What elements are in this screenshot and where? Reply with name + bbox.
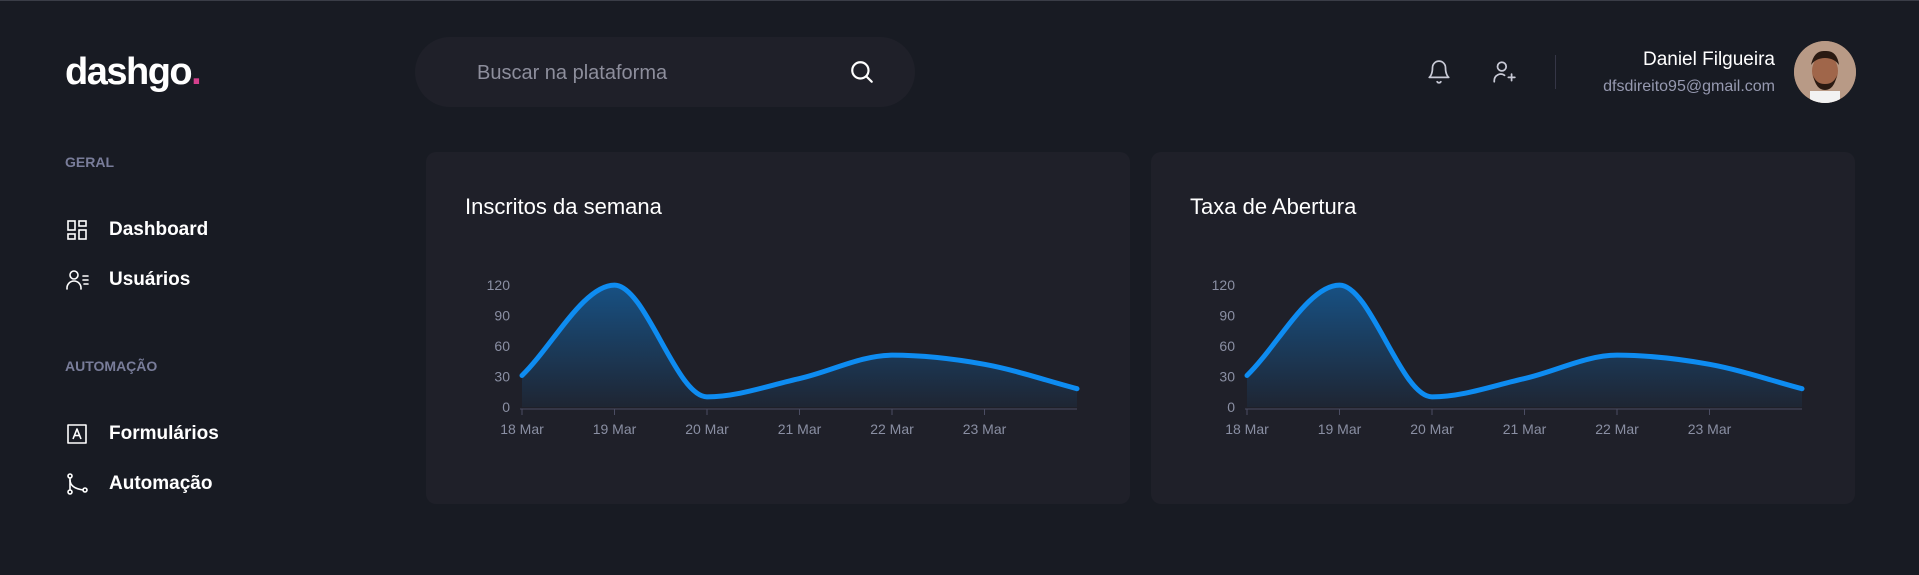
x-tick-label: 23 Mar [963, 421, 1007, 437]
search-icon[interactable] [849, 59, 875, 85]
area-fill [1247, 285, 1802, 407]
git-merge-icon [67, 473, 88, 495]
sidebar-item-automacao[interactable]: Automação [65, 469, 212, 499]
bell-icon[interactable] [1426, 59, 1452, 85]
area-chart: 0 30 60 90 120 18 Mar 19 Mar 20 Mar 21 Mar 22 Mar… [487, 277, 1080, 437]
sidebar-item-label: Formulários [109, 423, 219, 444]
sidebar-item-label: Dashboard [109, 219, 209, 240]
sidebar-item-usuarios[interactable]: Usuários [65, 265, 190, 295]
users-icon [66, 270, 89, 290]
sidebar-item-label: Usuários [109, 269, 191, 290]
x-tick-label: 22 Mar [870, 421, 914, 437]
y-tick-label: 120 [1212, 277, 1236, 293]
series-line [1244, 282, 1805, 400]
x-tick-label: 19 Mar [1318, 421, 1362, 437]
chart-card-taxa-abertura: Taxa de Abertura 0 30 60 90 120 18 Mar 19 Mar 2… [1151, 152, 1855, 504]
sidebar-item-formularios[interactable]: Formulários [65, 419, 219, 449]
avatar[interactable] [1794, 41, 1856, 103]
x-tick-label: 18 Mar [1225, 421, 1269, 437]
y-tick-label: 30 [494, 369, 510, 385]
sidebar-section-automacao: AUTOMAÇÃO [65, 358, 158, 374]
search-bar[interactable] [415, 37, 915, 109]
user-email: dfsdireito95@gmail.com [1603, 78, 1775, 95]
logo-dot: . [191, 51, 202, 93]
series-line [519, 282, 1080, 400]
y-tick-label: 90 [1219, 308, 1235, 324]
x-tick-label: 22 Mar [1595, 421, 1639, 437]
y-tick-label: 60 [1219, 338, 1235, 354]
x-tick-label: 23 Mar [1688, 421, 1732, 437]
chart-card-inscritos: Inscritos da semana 0 30 60 90 120 18 Mar 19 M… [426, 152, 1130, 504]
x-tick-label: 21 Mar [778, 421, 822, 437]
logo-text: dashgo [65, 51, 193, 93]
y-tick-label: 30 [1219, 369, 1235, 385]
y-tick-label: 0 [1227, 399, 1235, 415]
sidebar-item-dashboard[interactable]: Dashboard [65, 215, 208, 245]
form-icon [67, 424, 87, 444]
header-divider [1555, 55, 1556, 89]
y-tick-label: 0 [502, 399, 510, 415]
user-name: Daniel Filgueira [1642, 49, 1775, 70]
x-tick-label: 18 Mar [500, 421, 544, 437]
y-tick-label: 60 [494, 338, 510, 354]
x-tick-label: 20 Mar [1410, 421, 1454, 437]
card-title: Inscritos da semana [465, 194, 662, 219]
sidebar-section-geral: GERAL [65, 154, 114, 170]
user-add-icon[interactable] [1491, 59, 1517, 85]
dashboard-icon [67, 220, 87, 240]
logo[interactable]: dashgo. [65, 51, 202, 94]
y-tick-label: 90 [494, 308, 510, 324]
card-title: Taxa de Abertura [1190, 194, 1357, 219]
sidebar-item-label: Automação [109, 473, 213, 494]
x-tick-label: 21 Mar [1503, 421, 1547, 437]
area-chart: 0 30 60 90 120 18 Mar 19 Mar 20 Mar 21 Mar 22 Mar… [1212, 277, 1805, 437]
x-tick-label: 19 Mar [593, 421, 637, 437]
search-input[interactable] [475, 37, 839, 109]
x-tick-label: 20 Mar [685, 421, 729, 437]
area-fill [522, 285, 1077, 407]
y-tick-label: 120 [487, 277, 511, 293]
